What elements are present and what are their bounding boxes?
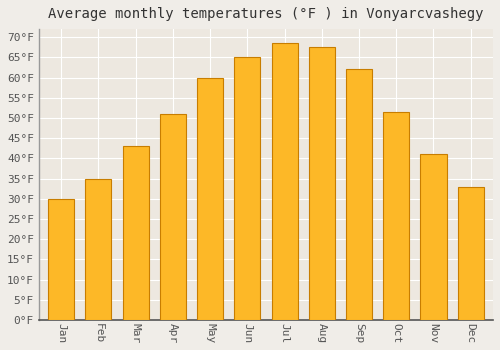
Bar <box>197 78 223 320</box>
Bar <box>383 112 409 320</box>
Bar <box>48 199 74 320</box>
Bar <box>458 187 483 320</box>
Bar <box>234 57 260 320</box>
Bar <box>272 43 297 320</box>
Bar <box>420 154 446 320</box>
Bar <box>122 146 148 320</box>
Bar <box>86 178 112 320</box>
Title: Average monthly temperatures (°F ) in Vonyarcvashegy: Average monthly temperatures (°F ) in Vo… <box>48 7 484 21</box>
Bar <box>308 47 335 320</box>
Bar <box>160 114 186 320</box>
Bar <box>346 69 372 320</box>
